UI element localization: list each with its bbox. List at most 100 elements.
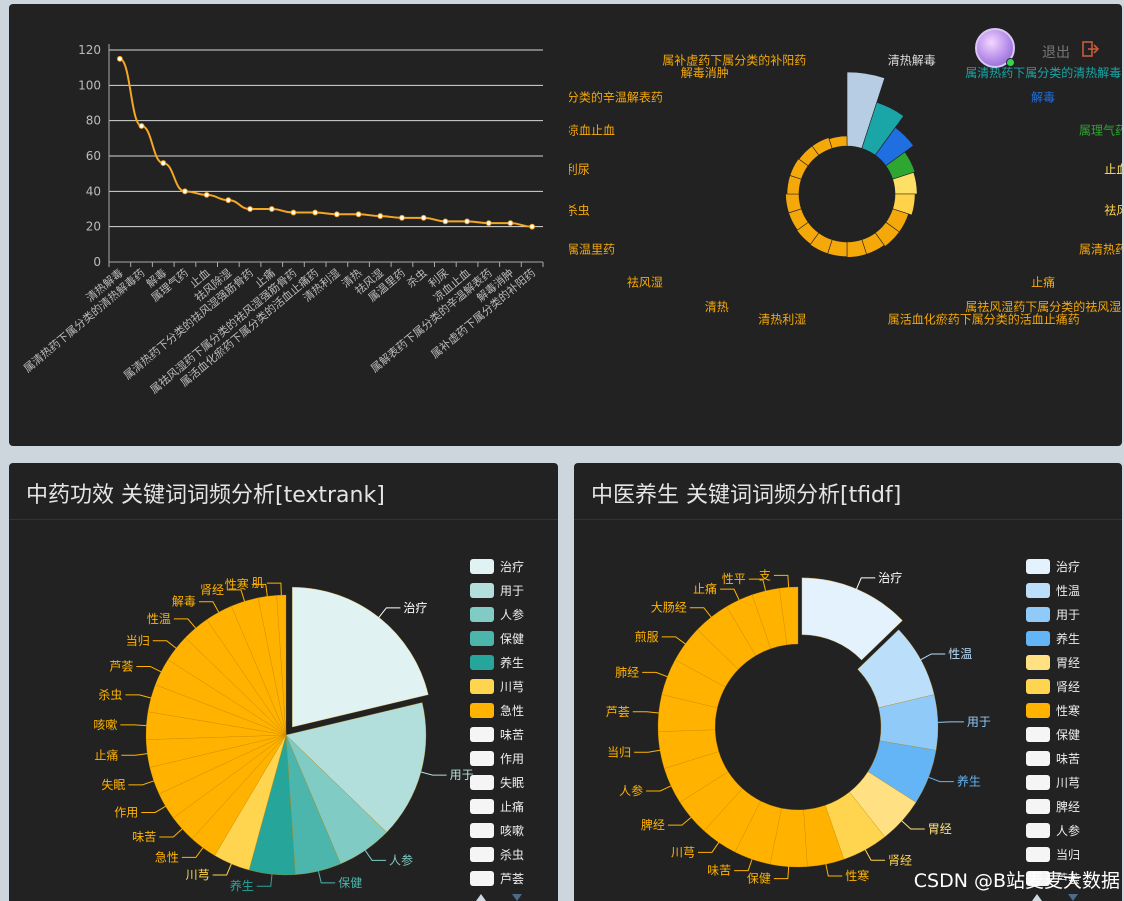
pie-slice[interactable] xyxy=(276,594,287,736)
legend-label[interactable]: 失眠 xyxy=(500,775,524,790)
legend-label[interactable]: 芦荟 xyxy=(500,872,524,886)
data-point[interactable] xyxy=(182,188,188,195)
legend-swatch[interactable] xyxy=(470,847,494,862)
data-point[interactable] xyxy=(268,206,275,212)
legend-label[interactable]: 保健 xyxy=(500,632,524,646)
data-point[interactable] xyxy=(420,214,427,221)
legend-swatch[interactable] xyxy=(1026,679,1050,694)
legend-swatch[interactable] xyxy=(470,871,494,886)
legend-label[interactable]: 性温 xyxy=(1056,584,1080,598)
data-point[interactable] xyxy=(290,209,297,216)
legend-swatch[interactable] xyxy=(470,583,494,598)
data-point[interactable] xyxy=(507,220,514,227)
legend-swatch[interactable] xyxy=(470,607,494,622)
legend-swatch[interactable] xyxy=(1026,655,1050,670)
legend-swatch[interactable] xyxy=(470,679,494,694)
legend-swatch[interactable] xyxy=(1026,799,1050,814)
pie-slice[interactable] xyxy=(292,587,429,728)
data-point[interactable] xyxy=(333,211,340,218)
legend-swatch[interactable] xyxy=(1026,823,1050,838)
legend-page-up-icon[interactable] xyxy=(1032,894,1042,901)
legend-label[interactable]: 芦荟 xyxy=(1056,872,1080,886)
data-point[interactable] xyxy=(529,223,536,230)
logout-icon[interactable] xyxy=(1080,39,1100,59)
pie-slice[interactable] xyxy=(779,586,799,645)
y-tick-label: 80 xyxy=(86,114,101,128)
legend-page-down-icon[interactable] xyxy=(1068,894,1078,901)
data-point[interactable] xyxy=(485,220,492,227)
legend-label[interactable]: 止痛 xyxy=(500,799,524,814)
pie-slice-label: 芦荟 xyxy=(606,705,630,719)
legend-label[interactable]: 当归 xyxy=(1056,848,1080,862)
data-point[interactable] xyxy=(377,213,384,219)
data-point[interactable] xyxy=(442,218,449,225)
pie-slice[interactable] xyxy=(801,577,903,661)
legend-swatch[interactable] xyxy=(1026,847,1050,862)
data-point[interactable] xyxy=(464,218,470,225)
legend-label[interactable]: 用于 xyxy=(500,584,524,598)
legend-swatch[interactable] xyxy=(470,703,494,718)
label-line xyxy=(928,776,954,783)
rose-slice[interactable] xyxy=(828,135,848,149)
label-line xyxy=(121,753,148,756)
legend-label[interactable]: 保健 xyxy=(1056,728,1080,742)
legend-swatch[interactable] xyxy=(470,631,494,646)
legend-swatch[interactable] xyxy=(470,727,494,742)
pie-slice-label: 止痛 xyxy=(693,581,717,596)
legend-swatch[interactable] xyxy=(1026,631,1050,646)
legend-label[interactable]: 杀虫 xyxy=(500,847,524,862)
legend-label[interactable]: 人参 xyxy=(500,607,524,622)
pie-slice-label: 脾经 xyxy=(641,817,665,832)
panel-tfidf: 中医养生 关键词词频分析[tfidf] 治疗 性温 用于 养生 胃经 肾经 性寒 保健 味苦 川芎… xyxy=(574,463,1122,901)
legend-label[interactable]: 治疗 xyxy=(1056,560,1080,574)
legend-swatch[interactable] xyxy=(470,775,494,790)
legend-label[interactable]: 味苦 xyxy=(1056,752,1080,766)
legend-label[interactable]: 脾经 xyxy=(1056,799,1080,814)
legend-swatch[interactable] xyxy=(1026,583,1050,598)
legend-swatch[interactable] xyxy=(470,751,494,766)
panel-divider xyxy=(9,519,558,520)
legend-label[interactable]: 用于 xyxy=(1056,608,1080,622)
legend-page-down-icon[interactable] xyxy=(512,894,522,901)
legend-label[interactable]: 养生 xyxy=(500,655,524,670)
legend-label[interactable]: 胃经 xyxy=(1056,656,1080,670)
legend-label[interactable]: 急性 xyxy=(500,703,524,718)
pie-slice-label: 性温 xyxy=(948,647,972,661)
legend-swatch[interactable] xyxy=(470,559,494,574)
legend-label[interactable]: 味苦 xyxy=(500,728,524,742)
legend-swatch[interactable] xyxy=(1026,727,1050,742)
pie-slice-label: 治疗 xyxy=(403,601,427,615)
legend-swatch[interactable] xyxy=(1026,559,1050,574)
data-point[interactable] xyxy=(116,55,123,62)
data-point[interactable] xyxy=(160,160,167,166)
legend-swatch[interactable] xyxy=(1026,775,1050,790)
data-point[interactable] xyxy=(225,197,232,204)
legend-swatch[interactable] xyxy=(470,823,494,838)
legend-label[interactable]: 养生 xyxy=(1056,631,1080,646)
data-point[interactable] xyxy=(138,123,145,129)
legend-label[interactable]: 人参 xyxy=(1056,823,1080,838)
data-point[interactable] xyxy=(355,211,362,218)
legend-label[interactable]: 咳嗽 xyxy=(500,824,524,838)
data-point[interactable] xyxy=(203,191,210,198)
legend-page-up-icon[interactable] xyxy=(476,894,486,901)
legend-label[interactable]: 川芎 xyxy=(500,680,524,694)
data-point[interactable] xyxy=(247,206,253,212)
legend-swatch[interactable] xyxy=(1026,751,1050,766)
label-line xyxy=(317,871,336,884)
legend-label[interactable]: 肾经 xyxy=(1056,680,1080,694)
label-line xyxy=(634,749,661,753)
legend-label[interactable]: 作用 xyxy=(500,752,524,766)
legend-swatch[interactable] xyxy=(470,655,494,670)
legend-label[interactable]: 性寒 xyxy=(1056,703,1080,718)
pie-slice[interactable] xyxy=(285,702,427,833)
legend-swatch[interactable] xyxy=(470,799,494,814)
data-point[interactable] xyxy=(312,209,319,216)
legend-label[interactable]: 治疗 xyxy=(500,560,524,574)
legend-swatch[interactable] xyxy=(1026,607,1050,622)
logout-label[interactable]: 退出 xyxy=(1042,45,1070,61)
legend-label[interactable]: 川芎 xyxy=(1056,776,1080,790)
data-point[interactable] xyxy=(399,214,405,221)
legend-swatch[interactable] xyxy=(1026,871,1050,886)
legend-swatch[interactable] xyxy=(1026,703,1050,718)
